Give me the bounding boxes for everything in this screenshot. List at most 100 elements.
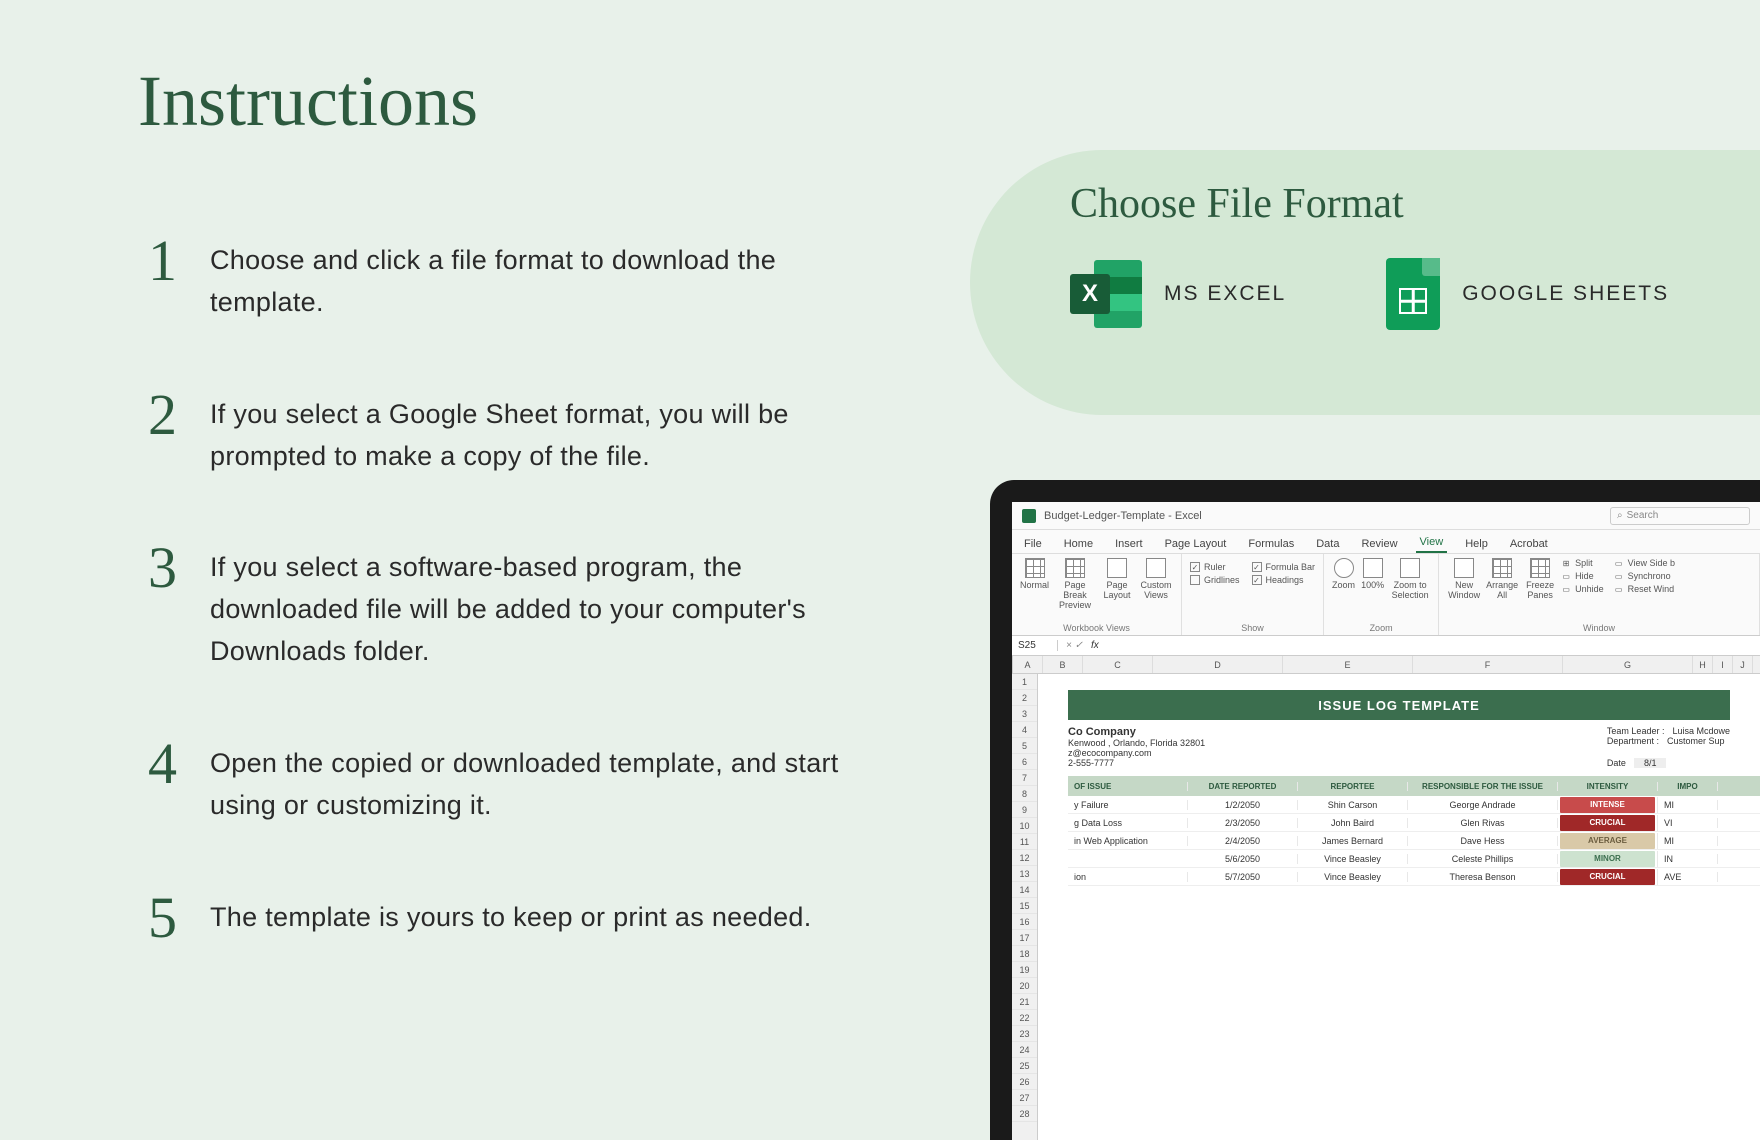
custom-views-button[interactable]: Custom Views — [1139, 558, 1173, 600]
table-header: OF ISSUE DATE REPORTED REPORTEE RESPONSI… — [1068, 776, 1760, 796]
row-number[interactable]: 27 — [1012, 1090, 1037, 1106]
row-number[interactable]: 8 — [1012, 786, 1037, 802]
tab-home[interactable]: Home — [1060, 535, 1097, 553]
row-number[interactable]: 18 — [1012, 946, 1037, 962]
column-header[interactable]: K — [1753, 656, 1760, 673]
row-number[interactable]: 10 — [1012, 818, 1037, 834]
row-number[interactable]: 19 — [1012, 962, 1037, 978]
view-side-by-side-button[interactable]: ▭View Side b — [1614, 558, 1675, 568]
table-cell: John Baird — [1298, 818, 1408, 828]
new-window-button[interactable]: New Window — [1447, 558, 1481, 600]
freeze-panes-button[interactable]: Freeze Panes — [1523, 558, 1557, 600]
ribbon-group-label: Zoom — [1332, 623, 1430, 633]
tab-acrobat[interactable]: Acrobat — [1506, 535, 1552, 553]
search-placeholder: Search — [1627, 510, 1659, 521]
table-cell: CRUCIAL — [1558, 869, 1658, 885]
date-value: 8/1 — [1634, 758, 1667, 768]
team-leader-value: Luisa Mcdowe — [1672, 726, 1730, 736]
zoom-to-selection-button[interactable]: Zoom to Selection — [1390, 558, 1430, 600]
table-cell: MI — [1658, 800, 1718, 810]
column-header[interactable]: H — [1693, 656, 1713, 673]
reset-window-button[interactable]: ▭Reset Wind — [1614, 584, 1675, 594]
table-row[interactable]: in Web Application2/4/2050James BernardD… — [1068, 832, 1760, 850]
row-number[interactable]: 13 — [1012, 866, 1037, 882]
tab-data[interactable]: Data — [1312, 535, 1343, 553]
table-cell: Vince Beasley — [1298, 854, 1408, 864]
row-number[interactable]: 1 — [1012, 674, 1037, 690]
row-number[interactable]: 2 — [1012, 690, 1037, 706]
formula-bar[interactable]: S25 × ✓ fx — [1012, 636, 1760, 656]
tab-formulas[interactable]: Formulas — [1244, 535, 1298, 553]
excel-label: MS EXCEL — [1164, 282, 1286, 306]
row-number[interactable]: 24 — [1012, 1042, 1037, 1058]
row-number[interactable]: 17 — [1012, 930, 1037, 946]
row-number[interactable]: 16 — [1012, 914, 1037, 930]
row-number[interactable]: 22 — [1012, 1010, 1037, 1026]
cell-reference[interactable]: S25 — [1018, 640, 1058, 651]
column-header[interactable]: J — [1733, 656, 1753, 673]
row-number[interactable]: 21 — [1012, 994, 1037, 1010]
search-input[interactable]: ⌕ Search — [1610, 507, 1750, 525]
row-number[interactable]: 23 — [1012, 1026, 1037, 1042]
column-header[interactable]: D — [1153, 656, 1283, 673]
table-cell: y Failure — [1068, 800, 1188, 810]
table-cell: 5/7/2050 — [1188, 872, 1298, 882]
table-row[interactable]: g Data Loss2/3/2050John BairdGlen RivasC… — [1068, 814, 1760, 832]
ribbon: Normal Page Break Preview Page Layout Cu… — [1012, 554, 1760, 636]
synchronous-button[interactable]: ▭Synchrono — [1614, 571, 1675, 581]
row-number[interactable]: 14 — [1012, 882, 1037, 898]
ruler-checkbox[interactable]: ✓Ruler — [1190, 562, 1240, 572]
table-cell: 1/2/2050 — [1188, 800, 1298, 810]
normal-view-button[interactable]: Normal — [1020, 558, 1049, 590]
row-number[interactable]: 7 — [1012, 770, 1037, 786]
gridlines-checkbox[interactable]: Gridlines — [1190, 575, 1240, 585]
table-row[interactable]: ion5/7/2050Vince BeasleyTheresa BensonCR… — [1068, 868, 1760, 886]
column-header[interactable]: I — [1713, 656, 1733, 673]
page-layout-button[interactable]: Page Layout — [1101, 558, 1133, 600]
th-reportee: REPORTEE — [1298, 782, 1408, 791]
tab-page-layout[interactable]: Page Layout — [1161, 535, 1231, 553]
column-header[interactable]: E — [1283, 656, 1413, 673]
th-responsible: RESPONSIBLE FOR THE ISSUE — [1408, 782, 1558, 791]
unhide-button[interactable]: ▭Unhide — [1561, 584, 1604, 594]
ribbon-tabs: File Home Insert Page Layout Formulas Da… — [1012, 530, 1760, 554]
column-header[interactable]: B — [1043, 656, 1083, 673]
ms-excel-option[interactable]: X MS EXCEL — [1070, 260, 1286, 328]
zoom-100-button[interactable]: 100% — [1361, 558, 1384, 590]
row-number[interactable]: 28 — [1012, 1106, 1037, 1122]
arrange-all-button[interactable]: Arrange All — [1485, 558, 1519, 600]
table-row[interactable]: y Failure1/2/2050Shin CarsonGeorge Andra… — [1068, 796, 1760, 814]
column-header[interactable]: G — [1563, 656, 1693, 673]
row-number[interactable]: 5 — [1012, 738, 1037, 754]
column-header[interactable]: F — [1413, 656, 1563, 673]
row-number[interactable]: 20 — [1012, 978, 1037, 994]
formula-bar-checkbox[interactable]: ✓Formula Bar — [1252, 562, 1316, 572]
zoom-button[interactable]: Zoom — [1332, 558, 1355, 590]
column-header[interactable]: C — [1083, 656, 1153, 673]
search-icon: ⌕ — [1617, 510, 1623, 521]
column-header[interactable]: A — [1013, 656, 1043, 673]
page-break-preview-button[interactable]: Page Break Preview — [1055, 558, 1095, 610]
tab-review[interactable]: Review — [1357, 535, 1401, 553]
ribbon-group-zoom: Zoom 100% Zoom to Selection Zoom — [1324, 554, 1439, 635]
row-number[interactable]: 12 — [1012, 850, 1037, 866]
row-number[interactable]: 4 — [1012, 722, 1037, 738]
google-sheets-option[interactable]: GOOGLE SHEETS — [1386, 258, 1669, 330]
row-number[interactable]: 9 — [1012, 802, 1037, 818]
row-number[interactable]: 25 — [1012, 1058, 1037, 1074]
row-number[interactable]: 6 — [1012, 754, 1037, 770]
table-row[interactable]: 5/6/2050Vince BeasleyCeleste PhillipsMIN… — [1068, 850, 1760, 868]
row-number[interactable]: 15 — [1012, 898, 1037, 914]
tab-file[interactable]: File — [1020, 535, 1046, 553]
hide-button[interactable]: ▭Hide — [1561, 571, 1604, 581]
tab-view[interactable]: View — [1416, 533, 1448, 553]
row-number[interactable]: 3 — [1012, 706, 1037, 722]
tab-insert[interactable]: Insert — [1111, 535, 1147, 553]
headings-checkbox[interactable]: ✓Headings — [1252, 575, 1316, 585]
tab-help[interactable]: Help — [1461, 535, 1492, 553]
row-number[interactable]: 11 — [1012, 834, 1037, 850]
split-button[interactable]: ⊞Split — [1561, 558, 1604, 568]
row-number[interactable]: 26 — [1012, 1074, 1037, 1090]
column-headers: ABCDEFGHIJK — [1012, 656, 1760, 674]
table-cell: MI — [1658, 836, 1718, 846]
